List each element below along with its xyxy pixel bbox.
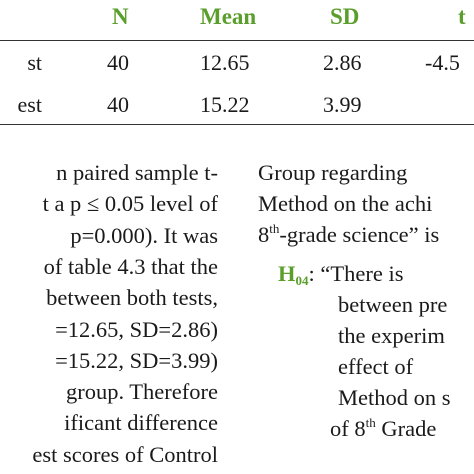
table-rule xyxy=(0,40,474,41)
text: : “There is xyxy=(308,261,404,286)
cell: 3.99 xyxy=(323,92,362,117)
text-line: =12.65, SD=2.86) xyxy=(55,316,218,342)
hypothesis-sub: 04 xyxy=(295,273,309,288)
text-line: 8th-grade science” is xyxy=(258,222,439,248)
text-line: of 8th Grade xyxy=(330,416,436,442)
header-t: t xyxy=(458,4,466,29)
text-line: between pre xyxy=(338,292,448,317)
cell: 12.65 xyxy=(200,50,250,75)
text: of 8 xyxy=(330,416,366,441)
text-line: effect of xyxy=(338,354,414,379)
superscript: th xyxy=(269,221,280,236)
text-line: of table 4.3 that the xyxy=(43,253,218,279)
text-line: Method on the achi xyxy=(258,191,433,216)
text-line: Group regarding xyxy=(258,160,408,185)
text-line: Method on s xyxy=(338,385,451,410)
hypothesis: H04: “There is xyxy=(278,261,403,287)
text-line: n paired sample t- xyxy=(56,160,218,185)
cell: 40 xyxy=(107,92,129,117)
text: -grade science” is xyxy=(279,222,440,247)
text-line: group. Therefore xyxy=(65,379,218,405)
text-line: p=0.000). It was xyxy=(70,222,218,248)
cell: 2.86 xyxy=(323,50,362,75)
table-rule xyxy=(0,124,474,125)
text: Grade xyxy=(375,416,437,441)
text-line: =15.22, SD=3.99) xyxy=(55,347,218,373)
text: 8 xyxy=(258,222,270,247)
text-line: between both tests, xyxy=(46,285,218,311)
hypothesis-label: H xyxy=(278,261,296,286)
cell: 40 xyxy=(107,50,129,75)
cell: 15.22 xyxy=(200,92,250,117)
row-label: est xyxy=(17,92,42,117)
text-line: ificant difference xyxy=(64,410,218,436)
row-label: st xyxy=(27,50,42,75)
cell: -4.5 xyxy=(425,50,460,75)
header-sd: SD xyxy=(330,4,360,29)
header-mean: Mean xyxy=(200,4,257,29)
superscript: th xyxy=(365,415,376,430)
text-line: t a p ≤ 0.05 level of xyxy=(42,191,218,217)
text-line: est scores of Control xyxy=(32,441,218,467)
header-n: N xyxy=(112,4,129,29)
text-line: the experim xyxy=(338,323,445,348)
